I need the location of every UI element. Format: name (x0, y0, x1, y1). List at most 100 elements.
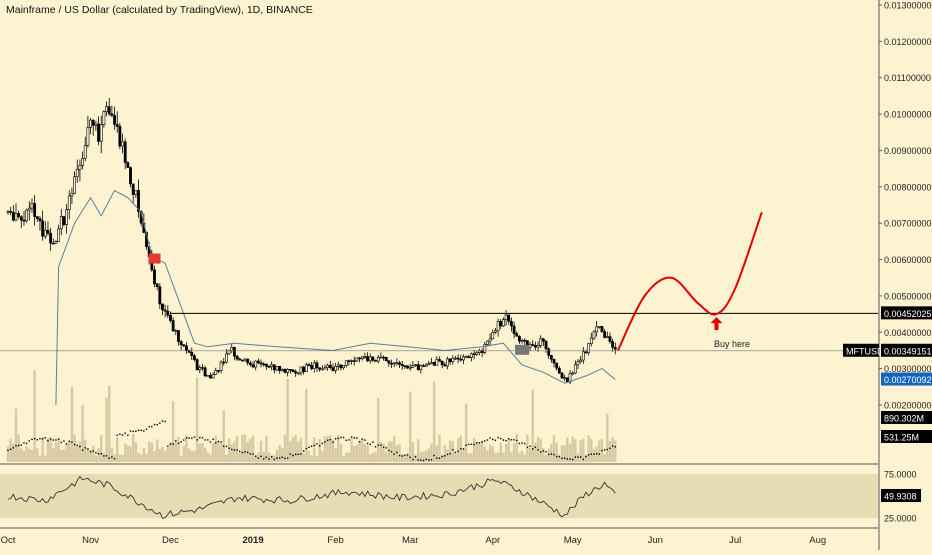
volume-ma-dot (231, 448, 233, 451)
candle-body (549, 355, 553, 360)
volume-ma-dot (436, 457, 438, 459)
volume-ma-dot (606, 448, 608, 451)
volume-bar (89, 450, 92, 462)
volume-ma-dot (207, 439, 209, 441)
volume-ma-dot (324, 441, 326, 443)
candle-body (430, 362, 433, 364)
candle (158, 283, 162, 309)
volume-bar (267, 452, 271, 462)
volume-ma-dot (601, 449, 603, 452)
volume-bar (395, 445, 399, 462)
candle (153, 265, 156, 288)
time-tick-label: Nov (82, 535, 99, 546)
volume-ma-dot (68, 440, 70, 443)
candle-body (238, 358, 242, 361)
candle-body (166, 310, 170, 316)
candle-body (49, 232, 53, 244)
volume-bar (366, 445, 369, 462)
candle (225, 349, 228, 364)
volume-ma-dot (220, 441, 222, 443)
candle-body (307, 364, 311, 366)
volume-ma-dot (41, 438, 44, 440)
candle-body (464, 356, 468, 358)
candle-body (536, 345, 540, 348)
candle-body (459, 358, 463, 361)
volume-bar (584, 454, 588, 462)
candle (105, 101, 108, 117)
candle-body (408, 366, 412, 369)
candle-body (440, 360, 444, 366)
volume-bar (403, 455, 407, 462)
price-tick-label: 0.00700000 (884, 219, 932, 229)
volume-ma-dot (582, 458, 585, 461)
candle (541, 337, 545, 346)
candle-body (81, 158, 84, 166)
volume-bar (134, 442, 138, 462)
volume-bar (179, 455, 183, 462)
time-tick-label: Feb (327, 535, 343, 546)
volume-ma-dot (241, 451, 244, 454)
volume-ma-dot (132, 430, 134, 433)
candle (219, 360, 223, 374)
volume-bar (185, 435, 188, 462)
candle-body (438, 359, 441, 362)
volume-ma-dot (284, 457, 286, 460)
volume-ma-dot (183, 439, 185, 441)
volume-bar (254, 455, 257, 462)
candle-body (83, 145, 87, 159)
volume-ma-dot (153, 423, 156, 426)
volume-ma-dot (518, 442, 521, 445)
volume-ma-dot (425, 458, 427, 461)
volume-ma-dot (516, 439, 518, 442)
candle-body (451, 358, 455, 363)
candle-body (344, 360, 348, 366)
candle (238, 357, 242, 361)
candle-body (171, 320, 175, 332)
volume-ma-dot (9, 448, 12, 450)
volume-ma-dot (215, 442, 217, 444)
candle-body (193, 355, 196, 360)
candle-body (539, 338, 543, 346)
volume-ma-dot (87, 448, 89, 450)
volume-ma-dot (524, 442, 526, 445)
candle-body (126, 162, 130, 168)
candle-body (504, 314, 508, 320)
volume-bar (121, 454, 124, 462)
volume-bar (46, 437, 50, 462)
volume-bar (259, 440, 263, 462)
candle (517, 335, 521, 344)
candle-body (248, 362, 252, 366)
candle-body (190, 352, 194, 356)
candle (9, 206, 13, 216)
candle (595, 320, 599, 337)
candle (360, 356, 364, 361)
volume-ma-dot (396, 451, 398, 454)
volume-ma-dot (20, 444, 23, 446)
volume-ma-dot (278, 457, 281, 459)
volume-bar (52, 448, 55, 462)
candle-body (206, 375, 210, 377)
candle-body (366, 356, 369, 362)
volume-bar (233, 441, 236, 462)
candle (536, 341, 540, 352)
candle (59, 209, 63, 236)
volume-bar (478, 443, 481, 462)
candle (358, 356, 361, 363)
volume-ma-dot (553, 453, 555, 456)
volume-ma-dot (164, 420, 166, 423)
rsi-tick-label: 75.0000 (884, 470, 917, 480)
candle (382, 355, 385, 361)
candle (512, 321, 516, 339)
volume-ma-dot (398, 454, 401, 457)
candle-body (75, 169, 79, 178)
candle (267, 365, 271, 369)
candle (6, 210, 10, 215)
candle-body (411, 365, 415, 368)
candle (320, 365, 324, 371)
volume-ma-dot (382, 446, 385, 448)
candle-body (608, 336, 612, 342)
volume-bar (302, 453, 305, 462)
candle (38, 215, 42, 231)
volume-ma-dot (276, 457, 278, 459)
